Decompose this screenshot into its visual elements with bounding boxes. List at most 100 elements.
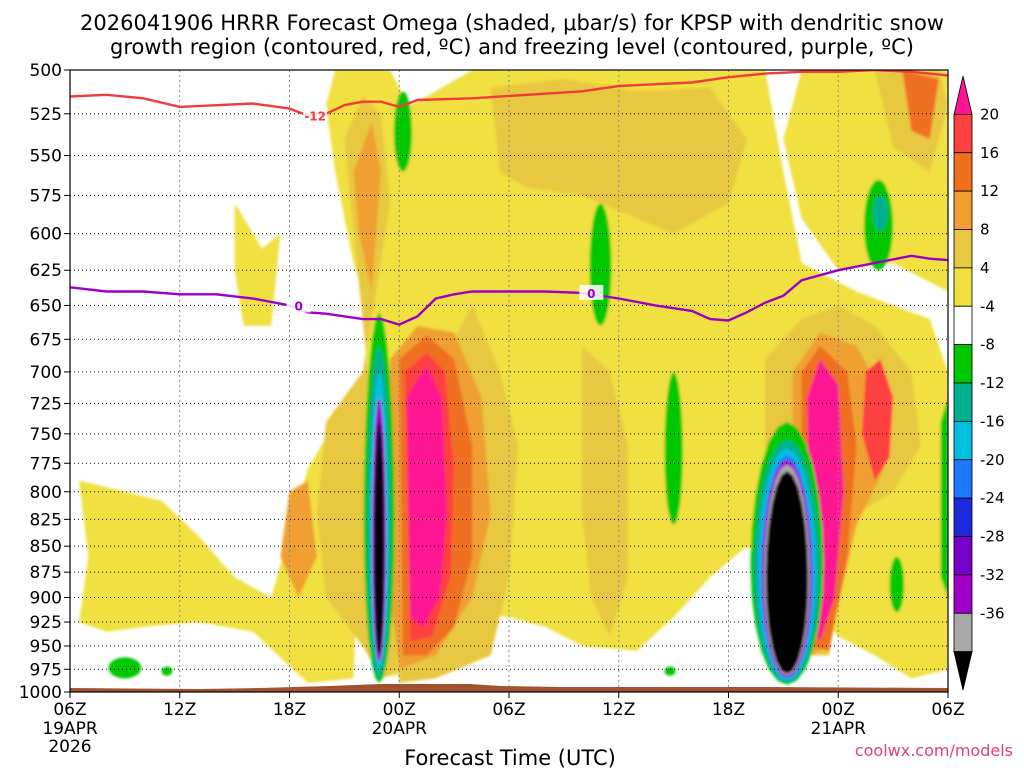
y-tick-label-950: 950 (30, 637, 62, 657)
y-tick-label-575: 575 (30, 186, 62, 206)
shade-black-core1 (374, 421, 385, 656)
shade-red-right-cell (862, 359, 894, 481)
x-tick-label-0: 06Z (53, 700, 86, 720)
x-tick-label-48: 06Z (931, 700, 964, 720)
shade-green-upper1 (393, 91, 413, 172)
contour-line-1 (70, 254, 948, 326)
y-tick-label-525: 525 (30, 105, 62, 125)
y-tick-label-600: 600 (30, 225, 62, 245)
y-tick-label-750: 750 (30, 425, 62, 445)
shade-black-core2 (766, 471, 809, 674)
x-tick-label-18: 00Z (383, 700, 416, 720)
colorbar-label--12: -12 (980, 374, 1005, 392)
x-date-label-42: 21APR (811, 719, 867, 739)
colorbar: 20 16 12 8 4 -4 -8 -12 -16 -20 -24 -28 -32 -36 (953, 75, 1005, 691)
chart-title: 2026041906 HRRR Forecast Omega (shaded, … (80, 11, 944, 35)
colorbar-segment-11 (953, 497, 973, 537)
colorbar-segment-12 (953, 536, 973, 576)
colorbar-label-16: 16 (980, 144, 999, 162)
shade-green-low1 (108, 657, 142, 679)
colorbar-label-12: 12 (980, 182, 999, 200)
colorbar-label--16: -16 (980, 412, 1005, 430)
x-tick-label-30: 12Z (602, 700, 635, 720)
x-tick-label-12: 18Z (273, 700, 306, 720)
y-tick-label-650: 650 (30, 296, 62, 316)
x-axis-title: Forecast Time (UTC) (404, 746, 616, 768)
shade-teal-upper3 (873, 195, 888, 231)
contour-label-bg (303, 107, 328, 123)
shade-green-low3 (664, 666, 676, 676)
x-date-label-0: 19APR (42, 719, 98, 739)
colorbar-label--20: -20 (980, 451, 1005, 469)
x-year-label-0: 2026 (48, 737, 91, 757)
shade-green-mid2 (889, 556, 905, 613)
colorbar-segment-8 (953, 382, 973, 422)
y-tick-label-900: 900 (30, 588, 62, 608)
shade-green-low2 (161, 666, 173, 676)
contour-line-0 (70, 70, 948, 117)
contour-label-bg (579, 284, 604, 300)
shade-orange-first-low (280, 480, 317, 598)
x-date-label-18: 20APR (372, 719, 428, 739)
colorbar-segment-9 (953, 420, 973, 461)
y-tick-label-775: 775 (30, 454, 62, 474)
colorbar-label--4: -4 (980, 297, 995, 315)
colorbar-label--32: -32 (980, 566, 1005, 584)
shade-green-right-edge (940, 397, 948, 598)
x-tick-label-42: 00Z (822, 700, 855, 720)
y-tick-label-1000: 1000 (19, 683, 62, 703)
contour-label-1-1: 0 (587, 287, 595, 301)
y-axis: 500 525 550 575 600 625 650 675 700 725 750 775 800 8… (19, 61, 70, 703)
colorbar-bottom-arrow (953, 651, 973, 691)
x-tick-label-24: 06Z (492, 700, 525, 720)
contour-label-bg (286, 297, 311, 313)
shade-darkorange-first (353, 122, 381, 292)
contour-label-1-0: 0 (294, 299, 302, 313)
y-tick-label-850: 850 (30, 537, 62, 557)
x-tick-label-36: 18Z (712, 700, 745, 720)
colorbar-label--36: -36 (980, 604, 1005, 622)
colorbar-segment-3 (953, 190, 973, 230)
colorbar-segment-2 (953, 152, 973, 192)
y-tick-label-625: 625 (30, 261, 62, 281)
y-tick-label-875: 875 (30, 563, 62, 583)
y-tick-label-700: 700 (30, 363, 62, 383)
y-tick-label-550: 550 (30, 147, 62, 167)
colorbar-label-8: 8 (980, 221, 990, 239)
colorbar-segment-6 (953, 305, 973, 346)
colorbar-segment-1 (953, 113, 973, 154)
shade-green-mid1 (664, 371, 683, 525)
y-tick-label-725: 725 (30, 394, 62, 414)
colorbar-segment-5 (953, 267, 973, 307)
contours: -12 0 0 (70, 70, 948, 326)
terrain-ground (70, 684, 948, 692)
colorbar-label-4: 4 (980, 259, 990, 277)
colorbar-label-20: 20 (980, 105, 999, 123)
colorbar-segment-13 (953, 574, 973, 614)
colorbar-label--24: -24 (980, 489, 1005, 507)
y-tick-label-500: 500 (30, 61, 62, 81)
plot-area: -12 0 0 (70, 70, 948, 692)
colorbar-segment-7 (953, 344, 973, 384)
y-tick-label-975: 975 (30, 660, 62, 680)
chart-subtitle: growth region (contoured, red, ºC) and f… (110, 35, 914, 59)
shade-yellow-left (79, 421, 363, 683)
colorbar-label--28: -28 (980, 528, 1005, 546)
shade-red-upper-right (902, 70, 939, 140)
y-tick-label-800: 800 (30, 483, 62, 503)
colorbar-segment-10 (953, 459, 973, 499)
y-tick-label-925: 925 (30, 613, 62, 633)
shade-pink-sink1 (406, 365, 447, 627)
colorbar-segment-14 (953, 612, 973, 653)
colorbar-label--8: -8 (980, 336, 995, 354)
x-tick-label-6: 12Z (163, 700, 196, 720)
y-tick-label-825: 825 (30, 510, 62, 530)
shade-orange-mid (582, 345, 628, 637)
credit-text: coolwx.com/models (855, 741, 1013, 760)
colorbar-top-arrow (953, 75, 973, 115)
y-tick-label-675: 675 (30, 330, 62, 350)
colorbar-segment-4 (953, 229, 973, 269)
contour-label-0-0: -12 (304, 109, 326, 123)
